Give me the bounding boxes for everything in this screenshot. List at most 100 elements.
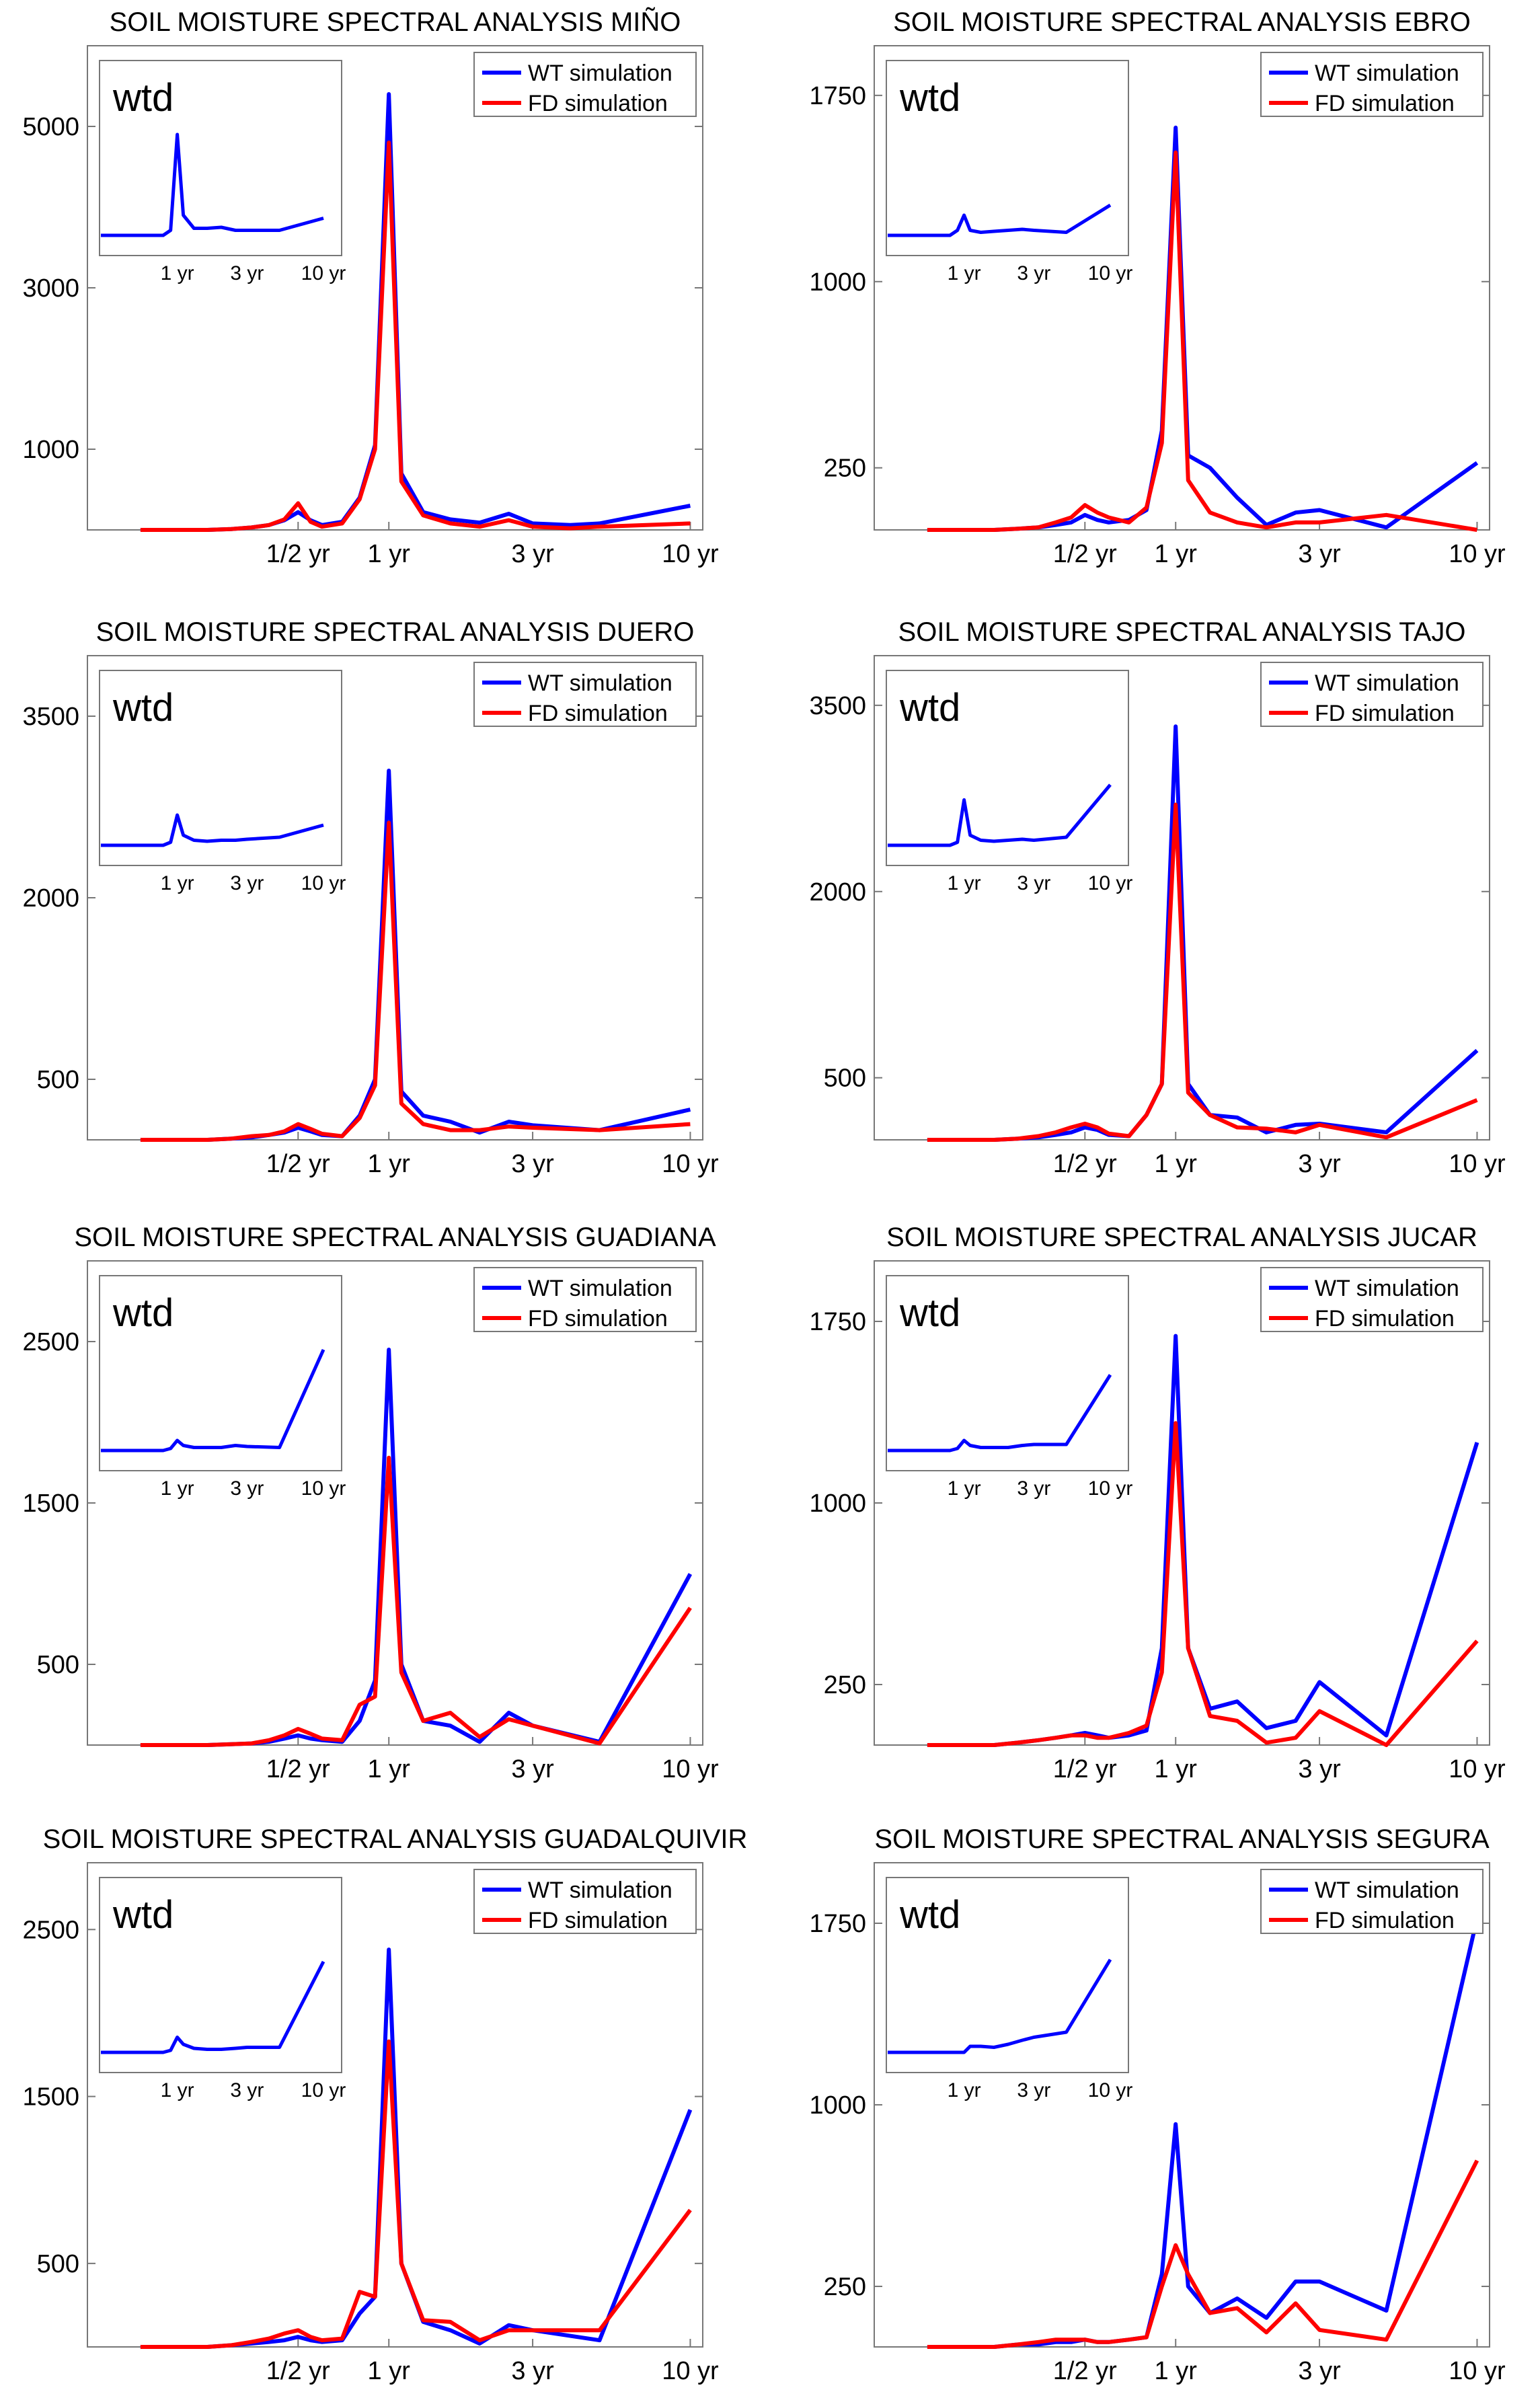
inset-panel: wtd 1 yr 3 yr 10 yr — [886, 670, 1132, 894]
inset-tick-label: 3 yr — [230, 262, 264, 284]
x-tick-label: 3 yr — [511, 2357, 554, 2385]
inset-tick-label: 3 yr — [1017, 872, 1050, 894]
inset-label: wtd — [112, 1291, 174, 1335]
x-tick-label: 1/2 yr — [1053, 1755, 1117, 1783]
chart-title: SOIL MOISTURE SPECTRAL ANALYSIS JUCAR — [886, 1223, 1477, 1252]
x-tick-label: 3 yr — [511, 1755, 554, 1783]
inset-tick-label: 1 yr — [161, 1477, 194, 1500]
legend: WT simulation FD simulation — [1260, 52, 1484, 117]
legend-label: FD simulation — [528, 1908, 668, 1933]
y-tick-label: 500 — [824, 1065, 866, 1093]
legend-box — [1260, 1267, 1484, 1332]
legend-label: WT simulation — [528, 61, 672, 86]
plot-frame — [874, 655, 1490, 1141]
y-tick-label: 1000 — [809, 268, 866, 297]
chart-title: SOIL MOISTURE SPECTRAL ANALYSIS TAJO — [898, 617, 1466, 647]
x-tick-label: 3 yr — [1298, 1150, 1341, 1178]
fd-series-line — [927, 1421, 1479, 1747]
x-tick-label: 1 yr — [1155, 540, 1198, 568]
legend: WT simulation FD simulation — [473, 662, 697, 727]
inset-label: wtd — [112, 76, 174, 120]
y-tick-label: 1000 — [809, 2091, 866, 2120]
fd-series-line — [140, 820, 691, 1142]
inset-tick-label: 10 yr — [1088, 262, 1133, 284]
y-tick-label: 5000 — [22, 113, 79, 141]
inset-frame — [99, 1275, 342, 1471]
legend-label: FD simulation — [1315, 701, 1455, 726]
inset-wt-line — [888, 783, 1112, 847]
legend-label: WT simulation — [528, 1878, 672, 1903]
inset-frame — [886, 60, 1129, 256]
legend-box — [1260, 52, 1484, 117]
inset-wt-line — [888, 203, 1112, 237]
inset-panel: wtd 1 yr 3 yr 10 yr — [99, 1877, 346, 2101]
y-tick-label: 1000 — [22, 436, 79, 464]
inset-tick-label: 1 yr — [948, 872, 981, 894]
legend: WT simulation FD simulation — [473, 1267, 697, 1332]
x-tick-label: 3 yr — [511, 540, 554, 568]
x-tick-label: 1/2 yr — [266, 1755, 330, 1783]
plot-frame — [874, 45, 1490, 531]
inset-label: wtd — [899, 1291, 960, 1335]
x-tick-label: 3 yr — [1298, 2357, 1341, 2385]
legend-label: FD simulation — [1315, 1908, 1455, 1933]
inset-label: wtd — [899, 1893, 960, 1937]
inset-panel: wtd 1 yr 3 yr 10 yr — [886, 60, 1133, 284]
inset-panel: wtd 1 yr 3 yr 10 yr — [99, 1275, 346, 1500]
inset-label: wtd — [112, 686, 174, 730]
inset-frame — [99, 1877, 342, 2073]
inset-label: wtd — [899, 686, 960, 730]
inset-frame — [886, 1877, 1129, 2073]
legend-box — [473, 662, 697, 727]
x-tick-label: 10 yr — [1449, 2357, 1506, 2385]
inset-tick-label: 10 yr — [301, 1477, 346, 1500]
x-tick-label: 1 yr — [368, 2357, 411, 2385]
inset-wt-line — [888, 1958, 1112, 2054]
y-tick-label: 2000 — [22, 884, 79, 913]
legend-label: FD simulation — [528, 701, 668, 726]
x-tick-label: 3 yr — [1298, 1755, 1341, 1783]
x-tick-label: 10 yr — [1449, 1755, 1506, 1783]
x-tick-label: 1/2 yr — [1053, 1150, 1117, 1178]
legend-label: FD simulation — [1315, 1306, 1455, 1331]
inset-tick-label: 3 yr — [1017, 262, 1050, 284]
legend: WT simulation FD simulation — [1260, 1267, 1484, 1332]
x-tick-label: 1 yr — [368, 1150, 411, 1178]
fd-series-line — [927, 2159, 1479, 2349]
inset-tick-label: 10 yr — [1088, 2079, 1133, 2101]
legend-label: WT simulation — [1315, 1276, 1459, 1301]
chart-title: SOIL MOISTURE SPECTRAL ANALYSIS GUADALQU… — [43, 1824, 748, 1854]
inset-tick-label: 3 yr — [1017, 1477, 1050, 1500]
legend-box — [473, 1869, 697, 1934]
inset-tick-label: 3 yr — [230, 2079, 264, 2101]
inset-tick-label: 1 yr — [161, 262, 194, 284]
y-tick-label: 1750 — [809, 1910, 866, 1938]
chart-title: SOIL MOISTURE SPECTRAL ANALYSIS GUADIANA — [74, 1223, 716, 1252]
legend-label: WT simulation — [528, 1276, 672, 1301]
x-tick-label: 10 yr — [662, 2357, 719, 2385]
y-tick-label: 500 — [37, 1066, 79, 1094]
legend: WT simulation FD simulation — [473, 1869, 697, 1934]
inset-tick-label: 1 yr — [161, 872, 194, 894]
inset-panel: wtd 1 yr 3 yr 10 yr — [886, 1275, 1132, 1500]
x-tick-label: 1/2 yr — [1053, 2357, 1117, 2385]
x-tick-label: 1 yr — [368, 1755, 411, 1783]
fd-series-line — [140, 2039, 692, 2349]
legend-box — [1260, 1869, 1484, 1934]
y-tick-label: 1500 — [22, 2083, 79, 2112]
chart-panel: SOIL MOISTURE SPECTRAL ANALYSIS TAJO 500 2… — [809, 617, 1506, 1178]
x-tick-label: 1 yr — [1155, 2357, 1198, 2385]
x-tick-label: 10 yr — [662, 1755, 719, 1783]
inset-panel: wtd 1 yr 3 yr 10 yr — [99, 670, 346, 894]
chart-panel: SOIL MOISTURE SPECTRAL ANALYSIS EBRO 250 1… — [809, 7, 1506, 568]
x-tick-label: 1/2 yr — [1053, 540, 1117, 568]
fd-series-line — [927, 802, 1478, 1142]
fd-series-line — [927, 150, 1477, 532]
chart-title: SOIL MOISTURE SPECTRAL ANALYSIS MIÑO — [110, 7, 681, 37]
legend: WT simulation FD simulation — [1260, 1869, 1484, 1934]
legend-label: WT simulation — [1315, 1878, 1459, 1903]
plot-frame — [87, 1862, 703, 2348]
chart-panel: SOIL MOISTURE SPECTRAL ANALYSIS JUCAR 250… — [809, 1223, 1506, 1783]
x-tick-label: 3 yr — [511, 1150, 554, 1178]
